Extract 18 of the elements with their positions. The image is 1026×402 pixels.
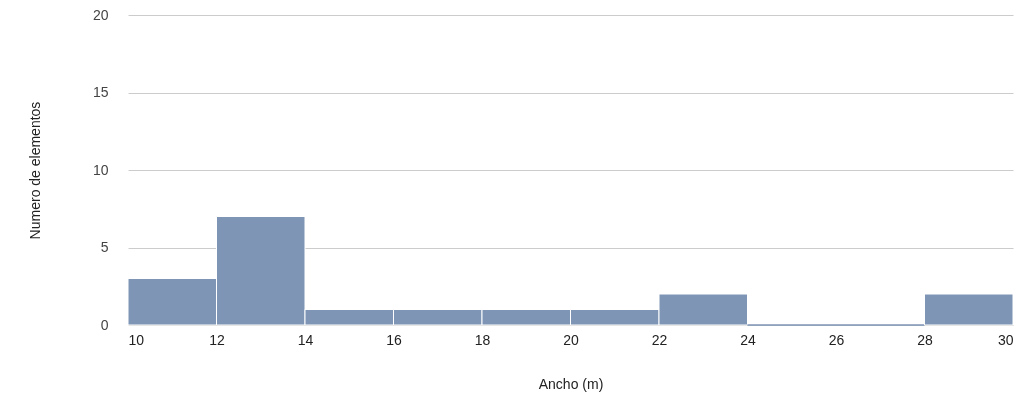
x-tick-label: 18 — [474, 331, 491, 348]
x-tick-label: 20 — [563, 331, 579, 348]
x-tick-label: 16 — [386, 331, 402, 348]
x-tick-label: 22 — [651, 331, 668, 348]
y-tick-label: 10 — [92, 161, 109, 178]
y-tick-label: 0 — [100, 316, 109, 333]
y-tick-label: 5 — [100, 239, 109, 255]
x-tick-label: 24 — [740, 331, 756, 348]
y-tick-label: 15 — [92, 84, 109, 100]
x-tick-label: 26 — [828, 331, 845, 348]
x-tick-label: 30 — [997, 331, 1014, 348]
x-tick-label: 10 — [128, 331, 145, 348]
y-axis-title: Numero de elementos — [26, 101, 43, 240]
x-tick-label: 14 — [297, 331, 314, 348]
x-axis-title: Ancho (m) — [538, 375, 604, 392]
y-tick-label: 20 — [92, 6, 109, 23]
x-tick-label: 12 — [209, 331, 225, 348]
x-tick-label: 28 — [917, 331, 933, 348]
